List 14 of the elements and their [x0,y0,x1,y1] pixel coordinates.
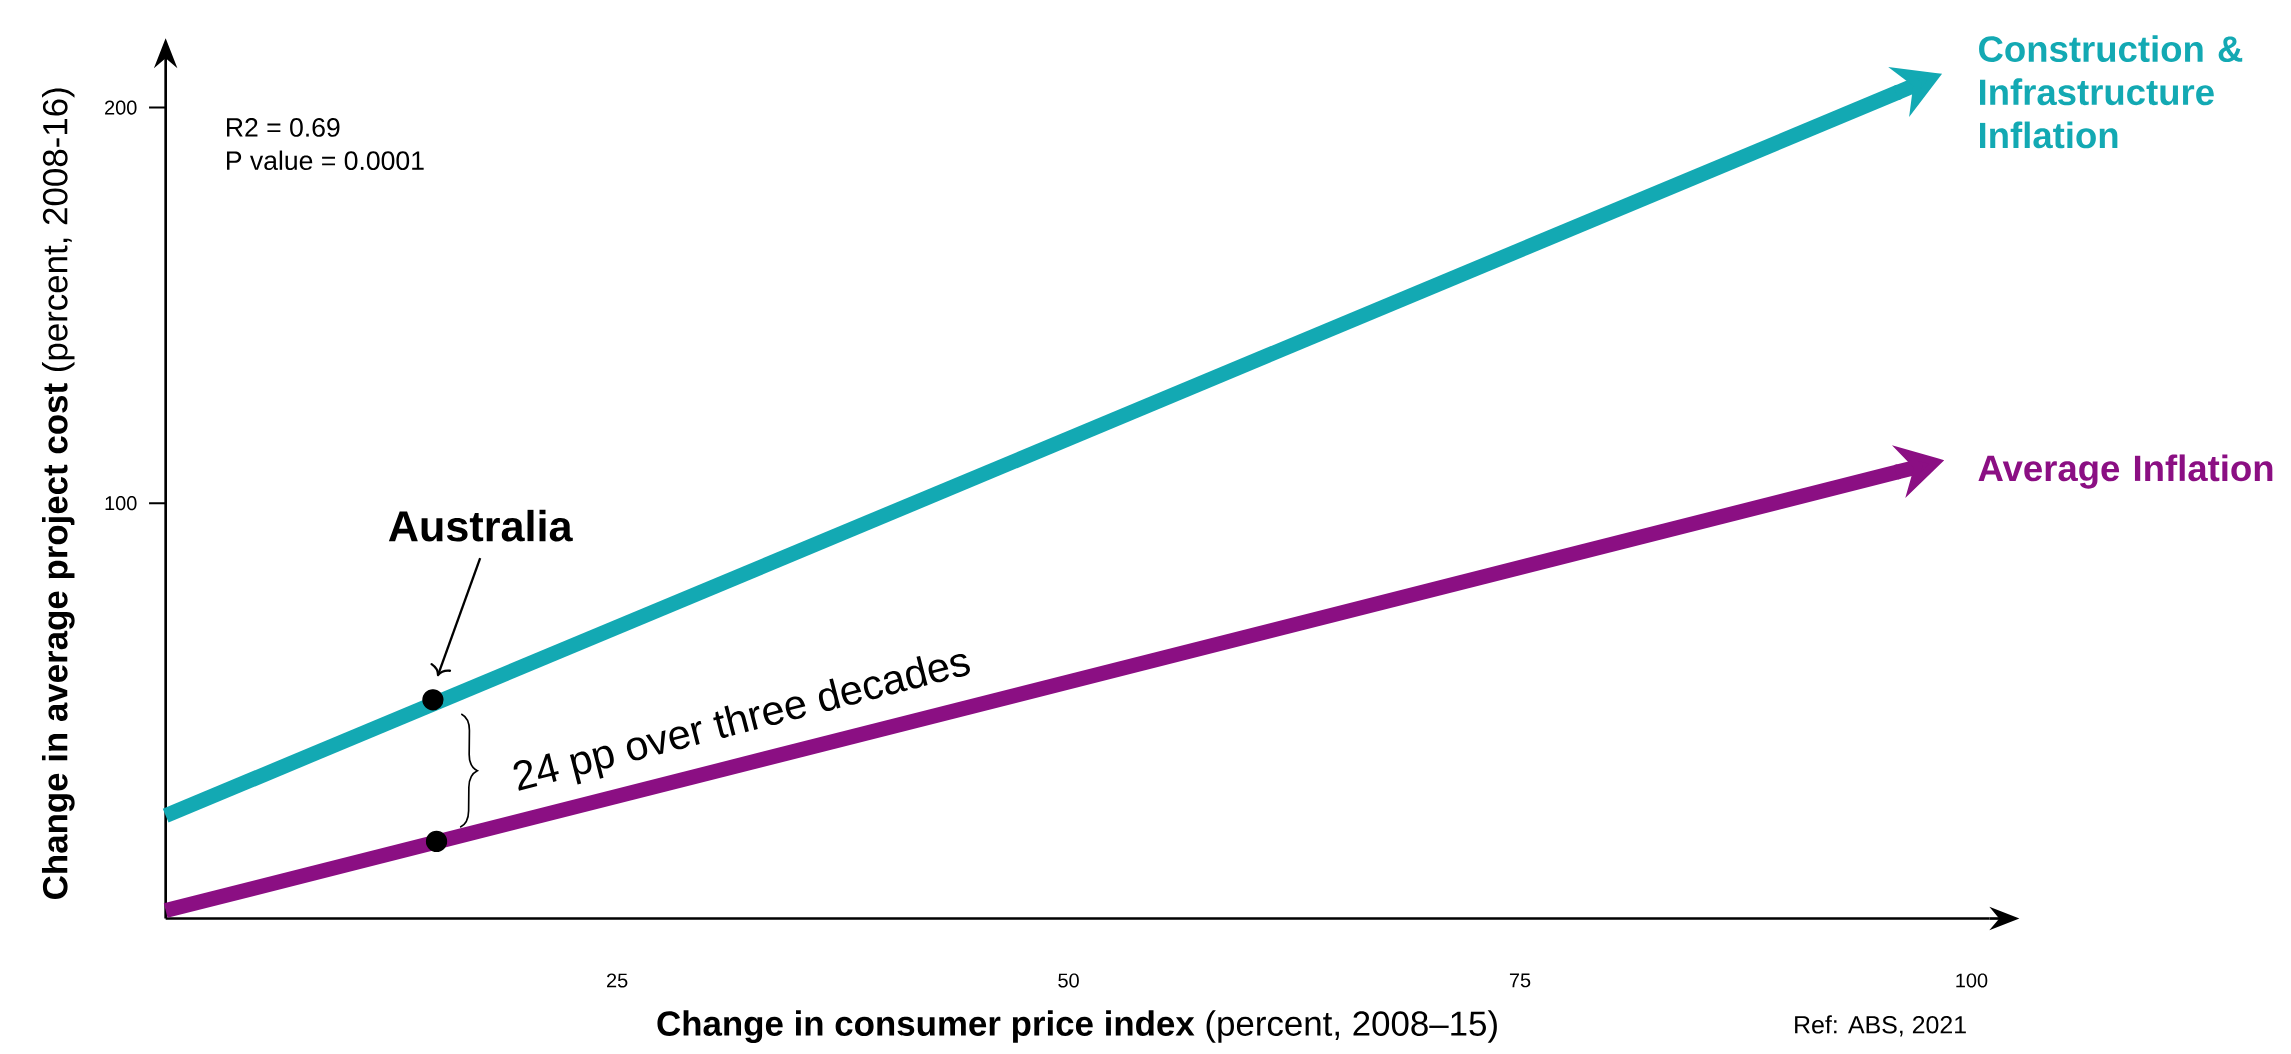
x-tick-label: 50 [1058,973,1079,988]
text: Ref: ABS, 2021 [1795,1015,1966,1037]
annotation: 24 pp over three decades [513,653,970,791]
legend-label: Average Inflation [1978,454,2273,489]
annotation: P value = 0.0001 [227,150,424,171]
annotation: Australia [388,509,573,542]
x-tick-label: 100 [1956,973,1988,988]
x-tick-label: 75 [1509,973,1531,988]
y-axis-title: Change in average project cost (percent, 2008-16) [41,88,75,899]
legend-label: Construction & Infrastructure Inflation [1979,35,2243,149]
x-axis-title: Change in consumer price index (percent, 2008–15) [657,1010,1497,1043]
annotation: R2 = 0.69 [227,118,340,137]
x-tick-label: 25 [607,973,628,988]
y-tick-label: 200 [105,100,137,115]
